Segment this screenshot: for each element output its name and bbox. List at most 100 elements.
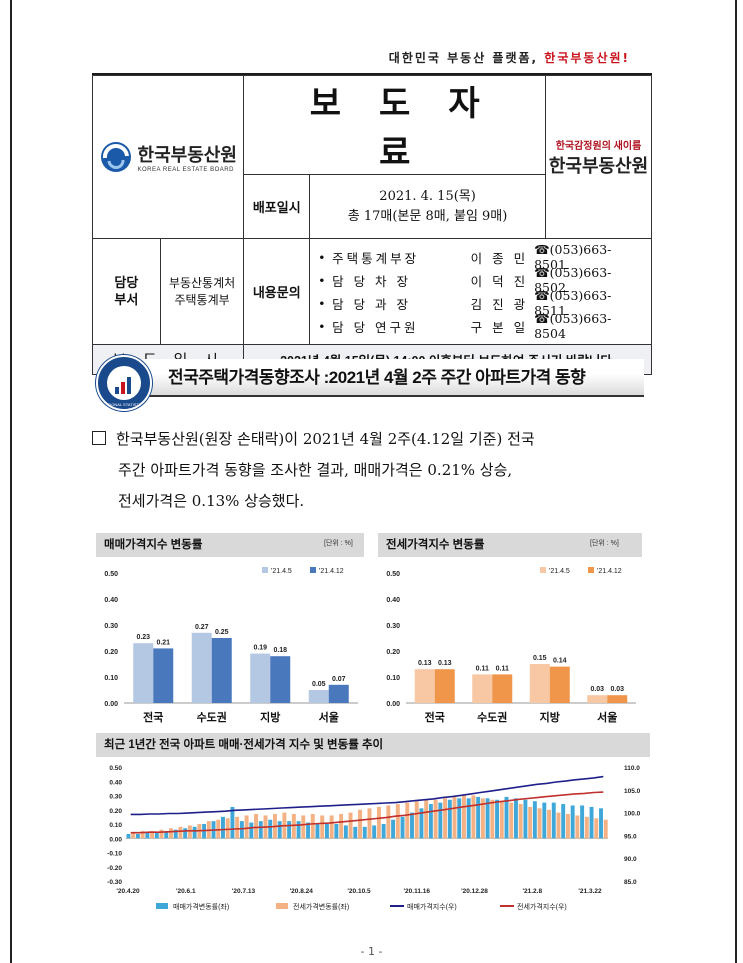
bar: [603, 819, 608, 839]
bar: [434, 669, 455, 703]
category-label: 서울: [319, 710, 339, 724]
x-tick-label: '20.11.16: [404, 888, 431, 895]
bar: [419, 808, 424, 839]
bar: [324, 824, 329, 839]
bar: [164, 831, 169, 839]
y-tick-label: 0.50: [386, 571, 400, 578]
y-left-tick-label: 0.30: [109, 794, 122, 801]
bar: [154, 832, 159, 839]
bar: [443, 798, 448, 839]
bar: [192, 826, 197, 839]
legend-swatch: [156, 903, 168, 909]
legend-label: '21.4.12: [319, 568, 344, 575]
legend-label: 전세가격변동률(좌): [293, 902, 349, 911]
bar: [472, 674, 493, 703]
bar: [301, 815, 306, 839]
data-label: 0.25: [215, 629, 229, 636]
bar: [594, 818, 599, 839]
category-label: 지방: [260, 710, 280, 724]
bar: [211, 638, 232, 703]
category-label: 전국: [425, 710, 445, 724]
data-label: 0.03: [610, 686, 624, 693]
data-label: 0.11: [496, 665, 509, 672]
bar: [395, 804, 400, 839]
bar: [339, 814, 344, 839]
bar: [235, 816, 240, 839]
data-label: 0.13: [438, 660, 452, 667]
y-tick-label: 0.00: [104, 701, 118, 708]
bar: [549, 666, 570, 703]
org-name-ko: 한국부동산원: [137, 145, 237, 165]
bar: [328, 684, 349, 703]
body-paragraph: 한국부동산원(원장 손태락)이 2021년 4월 2주(4.12일 기준) 전국…: [92, 424, 660, 517]
x-tick-label: '20.10.5: [347, 888, 371, 895]
y-tick-label: 0.40: [104, 597, 118, 604]
contact-row: • 주택통계부장 이 종 민 ☎(053)663-8501: [318, 242, 612, 272]
bar: [513, 798, 518, 839]
bar: [462, 795, 466, 839]
bar: [433, 799, 438, 839]
bar: [135, 833, 140, 839]
bar: [504, 796, 509, 839]
bar: [291, 814, 296, 839]
y-left-tick-label: 0.00: [109, 836, 122, 843]
bar: [296, 821, 301, 839]
chart-title: 매매가격지수 변동률: [96, 533, 364, 557]
y-left-tick-label: 0.10: [109, 822, 122, 829]
data-label: 0.03: [590, 686, 604, 693]
x-tick-label: '20.6.1: [176, 888, 196, 895]
x-tick-label: '21.2.8: [522, 888, 542, 895]
data-label: 0.05: [312, 681, 326, 688]
bar: [492, 674, 513, 703]
y-tick-label: 0.30: [386, 623, 400, 630]
bar: [362, 826, 367, 839]
bar: [153, 648, 174, 703]
category-label: 서울: [597, 710, 617, 724]
y-right-tick-label: 90.0: [624, 856, 637, 863]
dept-name: 부동산통계처 주택통계부: [159, 238, 245, 345]
subject-title: 전국주택가격동향조사 :2021년 4월 2주 주간 아파트가격 동향: [168, 368, 586, 387]
data-label: 0.15: [533, 655, 547, 662]
bar: [258, 821, 263, 839]
bar: [410, 812, 414, 839]
dist-label: 배포일시: [243, 174, 311, 239]
page-border-right: [735, 0, 737, 963]
legend-swatch: [588, 567, 594, 573]
dist-pages: 총 17매(본문 8매, 붙임 9매): [347, 208, 508, 224]
bar: [376, 806, 381, 839]
bar: [268, 819, 273, 839]
y-tick-label: 0.40: [386, 597, 400, 604]
data-label: 0.27: [195, 624, 209, 631]
y-right-tick-label: 95.0: [624, 833, 637, 840]
side-brand-big: 한국부동산원: [548, 155, 649, 176]
y-tick-label: 0.50: [104, 571, 118, 578]
data-label: 0.21: [156, 639, 170, 646]
bar: [306, 822, 310, 839]
bar: [308, 690, 329, 703]
x-tick-label: '20.4.20: [116, 888, 140, 895]
legend-label: '21.4.5: [549, 568, 570, 575]
bar: [414, 669, 435, 703]
legend-swatch: [540, 567, 546, 573]
data-label: 0.19: [253, 645, 267, 652]
y-left-tick-label: -0.20: [107, 865, 122, 872]
bar: [584, 816, 589, 839]
bar: [244, 815, 249, 839]
series-line: [130, 791, 604, 834]
bar: [547, 809, 551, 839]
data-label: 0.11: [476, 665, 489, 672]
y-left-tick-label: 0.20: [109, 808, 122, 815]
bar: [599, 808, 603, 839]
data-label: 0.07: [332, 676, 346, 683]
y-left-tick-label: -0.10: [107, 851, 122, 858]
x-tick-label: '21.3.22: [578, 888, 602, 895]
org-logo-icon: [100, 142, 131, 172]
bar: [607, 695, 628, 703]
bar: [490, 799, 495, 839]
bar: [551, 802, 556, 839]
chart-unit: [단위 : %]: [590, 540, 619, 547]
y-tick-label: 0.20: [386, 649, 400, 656]
data-label: 0.13: [418, 660, 432, 667]
